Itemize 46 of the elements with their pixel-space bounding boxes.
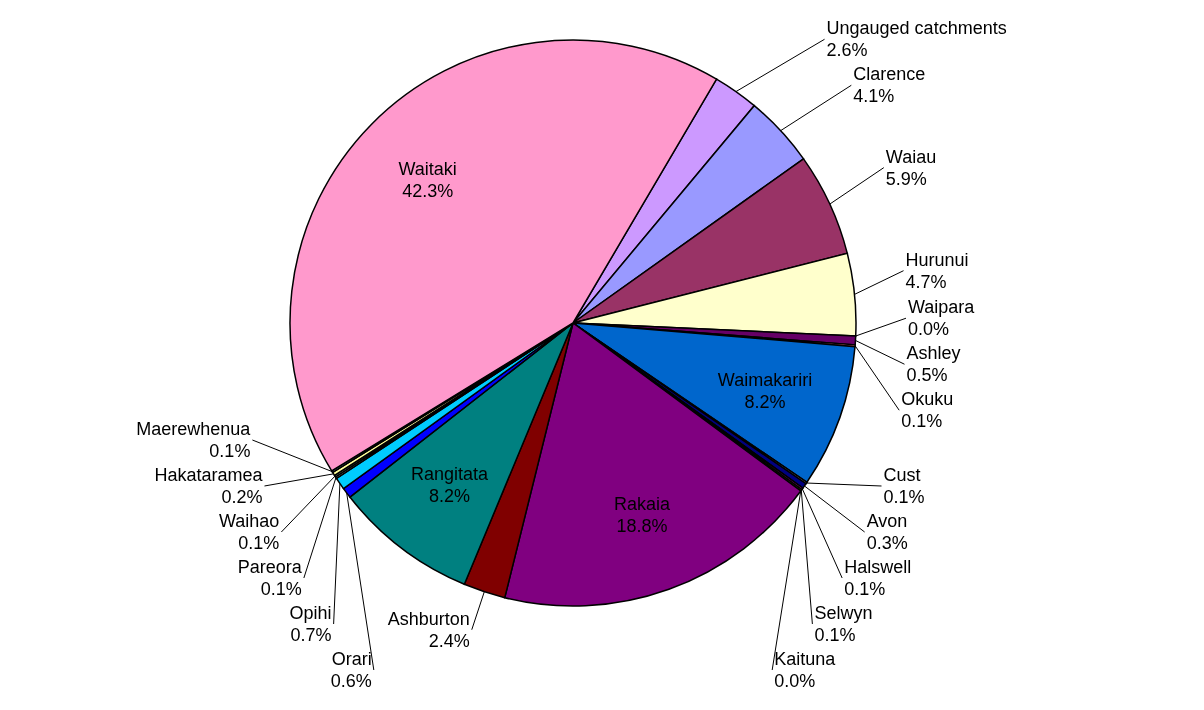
data-label: 0.2%	[221, 487, 263, 507]
slice-label: Waihao	[218, 511, 280, 531]
data-label: 0.1%	[844, 579, 886, 599]
slice-label: Rangitata	[410, 464, 490, 485]
slice-label: Ungauged catchments	[826, 18, 1007, 39]
data-label: 0.1%	[238, 533, 280, 553]
data-label: 0.3%	[866, 533, 908, 553]
data-label: 0.1%	[901, 411, 943, 432]
slice-label: Avon	[866, 511, 908, 531]
category-label: Kaituna	[774, 649, 836, 669]
slice-label: Opihi	[289, 603, 332, 623]
data-label: 8.2%	[428, 486, 471, 507]
text: 0.0%	[907, 319, 950, 340]
data-label: 0.6%	[330, 671, 372, 691]
category-label: Waipara	[907, 297, 975, 318]
slice-label: Clarence	[853, 64, 926, 85]
data-label: 4.7%	[905, 271, 947, 292]
slice-label: Orari	[331, 649, 372, 669]
slice-label: Ashburton	[387, 608, 470, 629]
slice-label: Okuku	[901, 389, 954, 410]
data-label: 5.9%	[885, 168, 927, 189]
slice-label: Hurunui	[905, 249, 969, 270]
slice-label: Waiau	[885, 146, 937, 167]
data-label: 0.1%	[814, 625, 856, 645]
text: 0.0%	[774, 671, 816, 691]
data-label: 0.7%	[290, 625, 332, 645]
data-label: 2.4%	[428, 630, 470, 651]
data-label: 0.1%	[260, 579, 302, 599]
data-label: 8.2%	[744, 392, 786, 413]
slice-label: Pareora	[237, 557, 303, 577]
slice-label: Hakataramea	[154, 465, 264, 485]
data-label: 18.8%	[616, 515, 668, 536]
data-label: 42.3%	[402, 181, 454, 202]
data-label: 0.5%	[906, 365, 948, 386]
data-label: 2.6%	[826, 40, 868, 61]
data-label: 0.1%	[883, 487, 925, 507]
data-label: 0.1%	[209, 441, 251, 461]
slice-label: Ashley	[906, 343, 961, 364]
slice-label: Halswell	[844, 557, 912, 577]
data-label: 4.1%	[853, 86, 895, 107]
slice-label: Rakaia	[614, 493, 672, 514]
slice-label: Waitaki	[398, 159, 457, 180]
slice-label: Maerewhenua	[136, 419, 252, 439]
slice-label: Waimakariri	[717, 370, 813, 391]
slice-label: Selwyn	[814, 603, 873, 623]
slice-label: Cust	[883, 465, 921, 485]
